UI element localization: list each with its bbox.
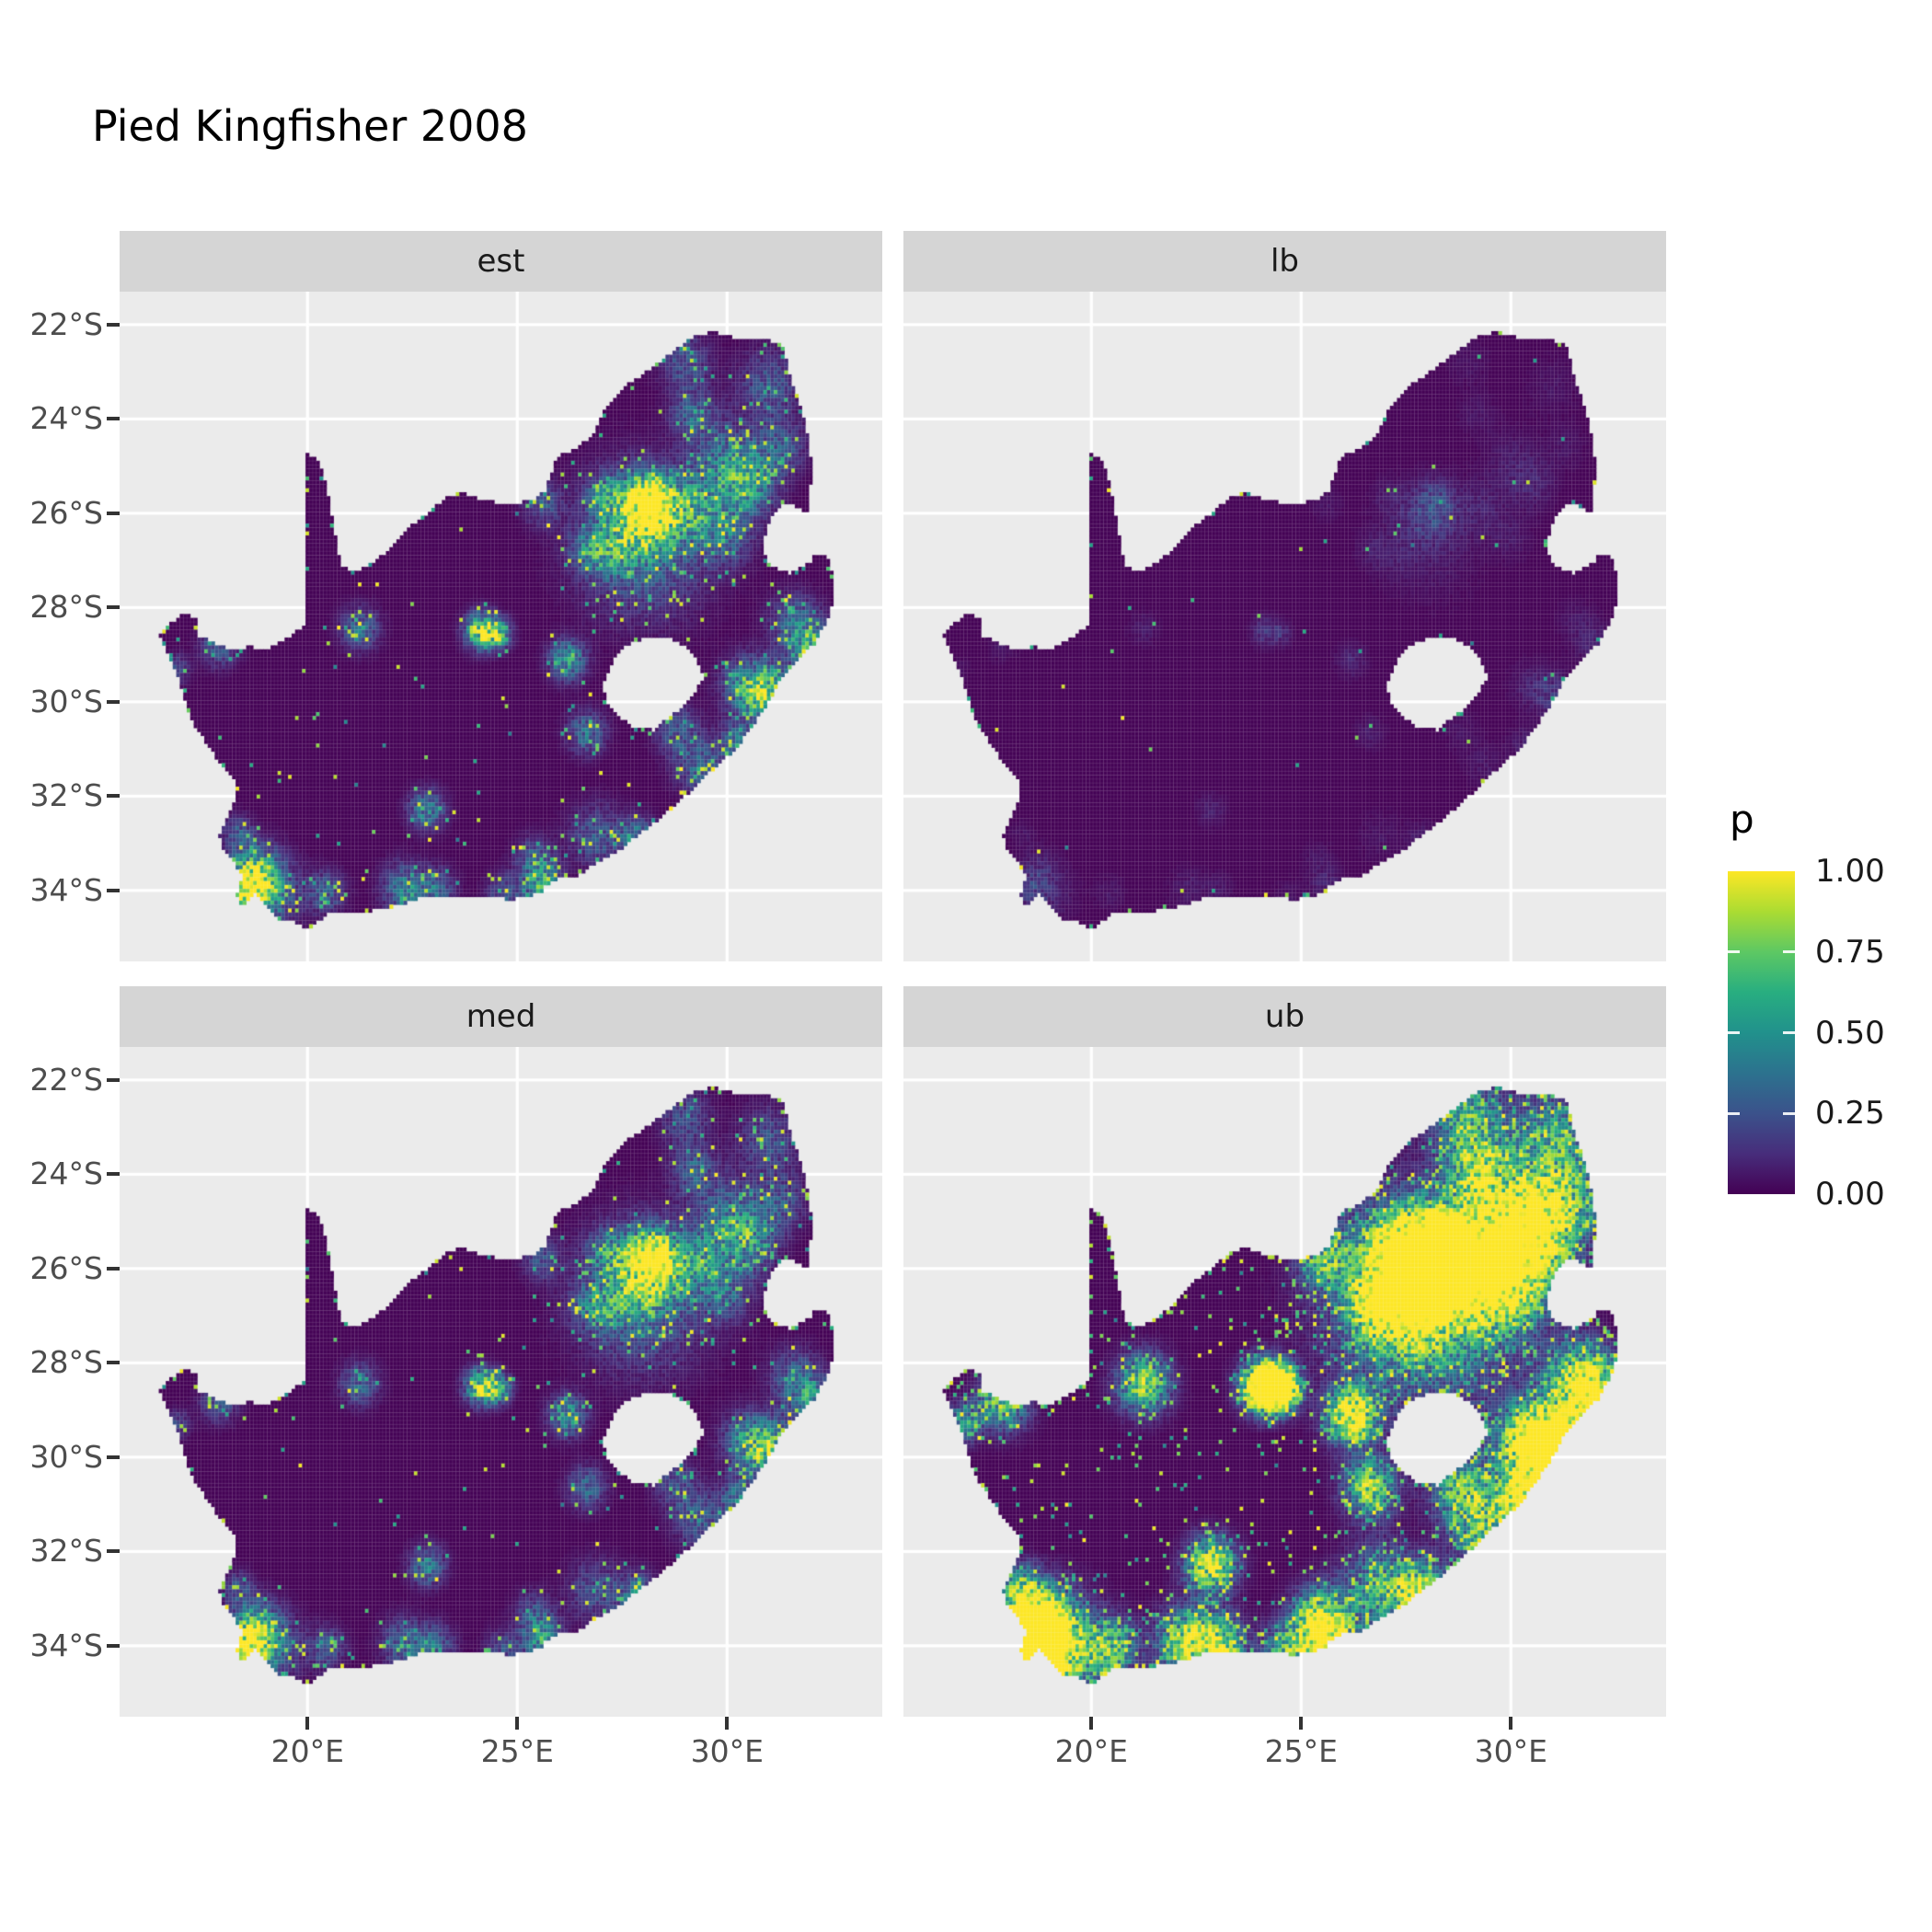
legend-tick-label: 0.00 <box>1815 1176 1885 1213</box>
plot-title: Pied Kingfisher 2008 <box>92 101 528 151</box>
x-axis-tick-mark <box>1299 1717 1304 1730</box>
legend: p 1.00 0.75 0.50 0.25 0.00 <box>1728 797 1930 1257</box>
y-axis-tick-label: 30°S <box>29 1438 103 1475</box>
x-axis-tick-label: 20°E <box>1054 1733 1128 1769</box>
y-axis-tick-mark <box>107 417 120 421</box>
y-axis-tick-label: 26°S <box>29 494 103 531</box>
legend-colorbar <box>1728 871 1795 1194</box>
y-axis-tick-label: 22°S <box>29 1061 103 1098</box>
y-axis-tick-label: 34°S <box>29 871 103 908</box>
y-axis-tick-label: 26°S <box>29 1249 103 1286</box>
y-axis-tick-mark <box>107 1077 120 1082</box>
x-axis-tick-label: 25°E <box>480 1733 554 1769</box>
x-axis-tick-mark <box>1089 1717 1094 1730</box>
y-axis-tick-mark <box>107 1455 120 1459</box>
legend-colorbar-tick <box>1728 1111 1740 1115</box>
legend-tick-label: 0.75 <box>1815 933 1885 971</box>
y-axis-tick-mark <box>107 322 120 327</box>
y-axis-tick-mark <box>107 1266 120 1271</box>
legend-colorbar-tick <box>1783 1111 1795 1115</box>
y-axis-tick-mark <box>107 1643 120 1648</box>
facet-panel-med-map <box>120 1047 882 1717</box>
facet-strip-est: est <box>120 231 882 292</box>
y-axis-tick-label: 34°S <box>29 1627 103 1663</box>
x-axis-tick-mark <box>1509 1717 1513 1730</box>
y-axis-tick-label: 24°S <box>29 1156 103 1192</box>
x-axis-tick-mark <box>305 1717 310 1730</box>
y-axis-tick-label: 32°S <box>29 1533 103 1570</box>
y-axis-tick-label: 32°S <box>29 777 103 814</box>
y-axis-tick-mark <box>107 511 120 515</box>
facet-strip-label-ub: ub <box>1264 998 1305 1035</box>
legend-colorbar-tick <box>1783 950 1795 954</box>
facet-panel-ub-map <box>903 1047 1666 1717</box>
y-axis-tick-label: 28°S <box>29 589 103 626</box>
y-axis-tick-label: 22°S <box>29 305 103 342</box>
legend-tick-label: 0.25 <box>1815 1095 1885 1133</box>
facet-strip-label-lb: lb <box>1270 243 1300 280</box>
legend-colorbar-tick <box>1783 1031 1795 1034</box>
y-axis-tick-mark <box>107 1172 120 1177</box>
y-axis-tick-mark <box>107 605 120 610</box>
facet-strip-ub: ub <box>903 986 1666 1047</box>
legend-colorbar-tick <box>1728 950 1740 954</box>
facet-panel-lb-map <box>903 292 1666 961</box>
legend-colorbar-tick <box>1728 1031 1740 1034</box>
y-axis-tick-mark <box>107 699 120 704</box>
y-axis-tick-label: 30°S <box>29 683 103 719</box>
facet-strip-lb: lb <box>903 231 1666 292</box>
legend-tick-label: 1.00 <box>1815 853 1885 890</box>
facet-panel-est-map <box>120 292 882 961</box>
y-axis-tick-label: 24°S <box>29 400 103 437</box>
x-axis-tick-label: 20°E <box>270 1733 344 1769</box>
x-axis-tick-mark <box>515 1717 520 1730</box>
y-axis-tick-label: 28°S <box>29 1344 103 1381</box>
y-axis-tick-mark <box>107 794 120 799</box>
y-axis-tick-mark <box>107 1549 120 1554</box>
x-axis-tick-label: 30°E <box>690 1733 764 1769</box>
x-axis-tick-label: 30°E <box>1474 1733 1547 1769</box>
facet-strip-label-med: med <box>466 998 536 1035</box>
y-axis-tick-mark <box>107 1361 120 1365</box>
y-axis-tick-mark <box>107 888 120 892</box>
x-axis-tick-label: 25°E <box>1264 1733 1338 1769</box>
legend-tick-label: 0.50 <box>1815 1014 1885 1052</box>
x-axis-tick-mark <box>725 1717 730 1730</box>
facet-strip-label-est: est <box>477 243 525 280</box>
facet-strip-med: med <box>120 986 882 1047</box>
legend-title: p <box>1730 797 1754 842</box>
